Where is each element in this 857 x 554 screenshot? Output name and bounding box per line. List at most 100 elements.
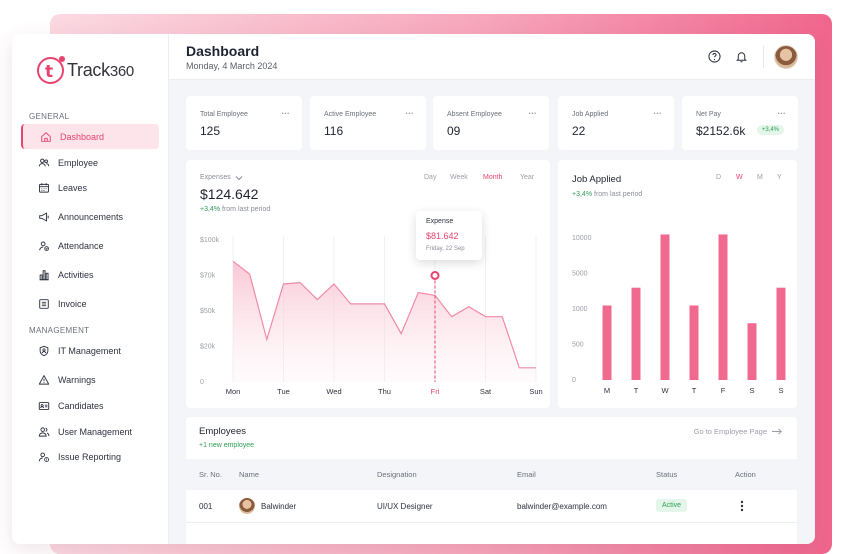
user-avatar[interactable] [774, 45, 798, 69]
employees-title: Employees [199, 426, 246, 437]
bar[interactable] [602, 305, 612, 380]
column-header: Name [239, 470, 260, 479]
sidebar-item-user-management[interactable]: User Management [21, 419, 159, 444]
expenses-change-suffix: from last period [222, 206, 271, 213]
stat-label: Total Employee [200, 111, 248, 118]
help-icon[interactable] [708, 50, 721, 63]
tab-w-1[interactable]: W [736, 174, 743, 181]
bar[interactable] [747, 323, 757, 380]
more-options-icon[interactable]: ••• [405, 111, 414, 117]
column-header: Action [735, 470, 756, 479]
sidebar-item-label: Announcements [58, 211, 124, 222]
x-tick-label: Sun [529, 387, 542, 396]
y-tick-label: $100k [200, 237, 220, 244]
sidebar-item-leaves[interactable]: Leaves [21, 175, 159, 200]
x-tick-label: S [749, 386, 754, 395]
stat-label: Job Applied [572, 111, 609, 118]
expenses-change: +3,4% [200, 206, 221, 213]
stat-card-active-employee: Active Employee 116 ••• [310, 96, 426, 150]
expenses-value: $124.642 [200, 186, 259, 202]
cell-name: Balwinder [261, 502, 297, 511]
cell-designation: UI/UX Designer [377, 502, 433, 511]
job-applied-title: Job Applied [572, 174, 622, 185]
expenses-label: Expenses [200, 174, 231, 181]
stat-card-absent-employee: Absent Employee 09 ••• [433, 96, 549, 150]
cell-sr-no: 001 [199, 502, 213, 511]
employees-card: Employees +1 new employee Go to Employee… [186, 417, 797, 544]
tab-year[interactable]: Year [520, 174, 535, 181]
tab-m-2[interactable]: M [757, 174, 763, 181]
sidebar-item-warnings[interactable]: Warnings [21, 367, 159, 392]
users-icon [38, 158, 50, 166]
sidebar-item-label: Warnings [58, 374, 96, 385]
y-tick-label: 500 [572, 342, 584, 349]
x-tick-label: W [661, 386, 669, 395]
home-icon [41, 131, 51, 142]
x-tick-label: F [721, 386, 726, 395]
sidebar-item-label: IT Management [58, 345, 121, 356]
bar[interactable] [689, 305, 699, 380]
logo-number: 360 [109, 63, 134, 80]
sidebar-item-dashboard[interactable]: Dashboard [21, 124, 159, 149]
job-applied-bar-chart: 0 500 1000 5000 10000 M T W T F S S [572, 234, 786, 395]
logo[interactable]: t Track360 [37, 56, 134, 84]
app-window: t Track360 GENERAL Dashboard Employee Leav… [12, 34, 815, 544]
cell-email: balwinder@example.com [517, 502, 607, 511]
sidebar-item-announcements[interactable]: Announcements [21, 204, 159, 229]
document-icon [39, 298, 49, 309]
employee-page-link[interactable]: Go to Employee Page [694, 427, 783, 436]
sidebar-item-employee[interactable]: Employee [21, 150, 159, 175]
bar[interactable] [631, 287, 641, 380]
highlight-point[interactable] [430, 271, 440, 280]
sidebar-item-it-management[interactable]: IT Management [21, 338, 159, 363]
x-tick-label: Thu [378, 387, 391, 396]
row-actions-icon[interactable] [740, 500, 744, 512]
bar[interactable] [718, 234, 728, 380]
stat-value: 116 [324, 124, 344, 138]
megaphone-icon [39, 211, 49, 222]
warning-icon [38, 374, 50, 385]
expenses-area-chart: 0 $20k $50k $70k $100k Mon Tue Wed Thu Fri Sat Sun [200, 236, 543, 396]
chevron-down-icon[interactable] [235, 175, 243, 181]
tab-y-3[interactable]: Y [777, 174, 782, 181]
x-tick-label: M [604, 386, 610, 395]
x-tick-label: Fri [431, 387, 440, 396]
user-group-icon [38, 426, 50, 437]
tooltip-date: Friday, 22 Sep [426, 246, 465, 252]
x-tick-label: T [634, 386, 639, 395]
bar[interactable] [660, 234, 670, 380]
tab-month[interactable]: Month [483, 174, 503, 181]
y-tick-label: $20k [200, 344, 216, 351]
more-options-icon[interactable]: ••• [777, 111, 786, 117]
more-options-icon[interactable]: ••• [281, 111, 290, 117]
id-card-icon [38, 401, 50, 410]
more-options-icon[interactable]: ••• [653, 111, 662, 117]
y-tick-label: 10000 [572, 235, 592, 242]
table-row[interactable]: 001 Balwinder UI/UX Designer balwinder@exam… [186, 490, 797, 523]
sidebar-item-activities[interactable]: Activities [21, 262, 159, 287]
sidebar-item-issue-reporting[interactable]: Issue Reporting [21, 444, 159, 469]
sidebar-item-candidates[interactable]: Candidates [21, 393, 159, 418]
sidebar-item-attendance[interactable]: Attendance [21, 233, 159, 258]
row-divider [186, 522, 797, 523]
tab-d-0[interactable]: D [716, 174, 722, 181]
sidebar-item-label: Employee [58, 157, 99, 168]
tooltip-title: Expense [426, 218, 454, 225]
more-options-icon[interactable]: ••• [528, 111, 537, 117]
employee-page-link-label: Go to Employee Page [693, 427, 767, 436]
stat-value: 125 [200, 124, 221, 138]
sidebar-item-label: Candidates [58, 400, 104, 411]
sidebar-item-invoice[interactable]: Invoice [21, 291, 159, 316]
tab-week[interactable]: Week [450, 174, 468, 181]
bar[interactable] [776, 287, 786, 380]
tooltip-value: $81.642 [426, 231, 459, 241]
stat-value: 22 [572, 124, 586, 138]
tab-day[interactable]: Day [424, 174, 437, 181]
y-tick-label: 0 [572, 377, 576, 384]
sidebar-item-label: Attendance [58, 240, 104, 251]
logo-word: Track [67, 60, 110, 80]
x-tick-label: Tue [277, 387, 290, 396]
sidebar-item-label: Dashboard [60, 131, 105, 142]
bell-icon[interactable] [735, 50, 748, 63]
